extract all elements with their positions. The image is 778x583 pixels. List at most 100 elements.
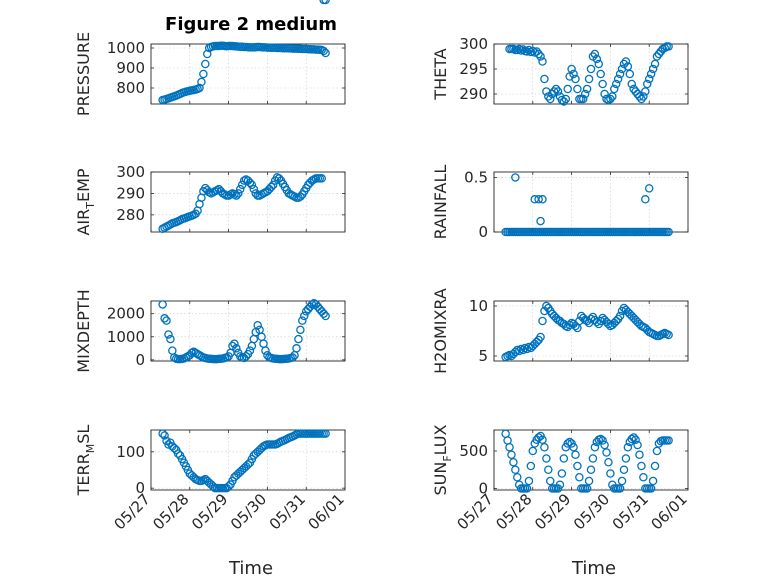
data-point — [627, 79, 636, 89]
data-point — [158, 300, 167, 309]
y-tick-label: 900 — [116, 59, 145, 77]
series-markers — [158, 429, 330, 493]
data-point — [594, 59, 604, 69]
data-point — [534, 49, 543, 59]
data-point — [606, 469, 615, 478]
x-tick-label: 05/31 — [609, 490, 652, 533]
data-point — [542, 454, 551, 463]
data-point — [611, 79, 621, 89]
x-tick-label: 06/01 — [648, 490, 691, 533]
data-point — [569, 442, 578, 452]
data-point — [652, 446, 662, 456]
data-point — [559, 97, 569, 106]
y-tick-label: 300 — [116, 163, 145, 181]
data-point — [615, 311, 625, 321]
y-axis-label: H2OMIXRA — [431, 288, 450, 374]
data-point — [648, 476, 658, 486]
y-tick-label: 280 — [116, 206, 145, 224]
y-tick-label: 0.5 — [464, 168, 488, 186]
data-point — [590, 442, 600, 452]
data-point — [646, 484, 656, 493]
data-point — [644, 184, 654, 193]
data-point — [571, 450, 580, 459]
data-point — [596, 434, 605, 444]
data-point — [544, 465, 553, 474]
data-point — [321, 48, 330, 58]
data-point — [650, 59, 660, 69]
x-axis-label-right: Time — [571, 558, 616, 579]
data-point — [621, 454, 631, 463]
data-point — [540, 442, 549, 452]
data-point — [538, 195, 547, 204]
y-tick-label: 0 — [478, 480, 488, 498]
subplot-4: 0 0.5 RAINFALL — [431, 165, 689, 241]
y-tick-label: 800 — [116, 79, 145, 97]
x-tick-label: 05/30 — [570, 490, 613, 533]
data-point — [559, 454, 569, 463]
subplot-2: 290 295 300 THETA — [431, 35, 689, 106]
x-tick-label: 05/27 — [454, 490, 497, 533]
data-point — [274, 174, 284, 183]
data-point — [232, 344, 241, 353]
data-point — [644, 74, 654, 84]
data-point — [557, 95, 567, 105]
data-point — [241, 352, 251, 361]
data-point — [549, 87, 559, 96]
plot-area — [493, 429, 689, 491]
data-point — [199, 69, 208, 79]
data-point — [267, 182, 276, 192]
y-tick-label: 100 — [116, 443, 145, 461]
data-point — [261, 346, 270, 355]
data-point — [540, 74, 549, 84]
y-tick-label: 1000 — [107, 39, 145, 57]
data-point — [664, 42, 673, 51]
data-point — [596, 69, 605, 79]
subplot-5: 0 1000 2000 MIXDEPTH — [74, 289, 346, 373]
y-tick-label: 1000 — [107, 328, 145, 346]
data-point — [243, 460, 253, 469]
data-point — [646, 69, 656, 79]
data-point — [641, 195, 650, 204]
data-point — [536, 216, 545, 226]
data-point — [578, 94, 588, 104]
data-point — [203, 49, 212, 59]
data-point — [604, 457, 613, 467]
data-point — [639, 472, 648, 482]
data-point — [253, 320, 262, 330]
x-tick-label: 05/28 — [149, 490, 192, 533]
data-point — [629, 433, 638, 442]
series-markers — [505, 42, 673, 106]
data-point — [321, 429, 330, 438]
subplot-3: 280 290 300 AIRTEMP — [74, 0, 346, 236]
data-point — [586, 465, 596, 474]
data-point — [321, 0, 330, 5]
subplot-6: 5 10 H2OMIXRA — [431, 288, 689, 374]
y-tick-label: 10 — [469, 297, 488, 315]
data-point — [538, 316, 547, 326]
y-tick-label: 0 — [478, 223, 488, 241]
data-point — [664, 436, 673, 445]
data-point — [245, 346, 255, 355]
data-point — [317, 174, 326, 183]
data-point — [584, 476, 594, 486]
data-point — [319, 46, 328, 56]
data-point — [546, 94, 555, 104]
y-tick-label: 295 — [459, 60, 488, 78]
x-tick-label: 05/28 — [492, 490, 535, 533]
data-point — [321, 311, 330, 321]
plot-area — [493, 171, 689, 233]
data-point — [230, 339, 239, 348]
data-point — [224, 482, 233, 491]
data-point — [232, 191, 241, 200]
data-point — [563, 84, 572, 94]
data-point — [582, 484, 592, 493]
data-point — [623, 62, 633, 71]
data-point — [557, 469, 567, 478]
data-point — [606, 94, 615, 104]
data-point — [208, 482, 218, 491]
data-point — [615, 69, 625, 79]
data-point — [617, 476, 627, 486]
x-tick-label: 05/31 — [266, 490, 309, 533]
